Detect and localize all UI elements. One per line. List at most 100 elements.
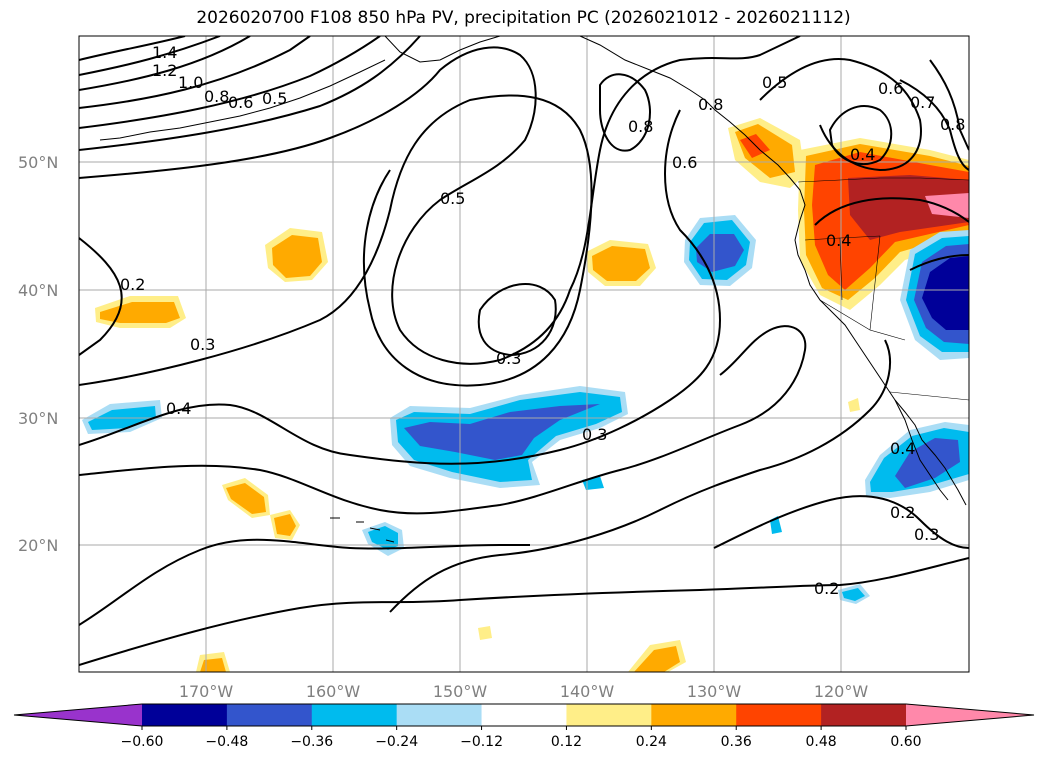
- us-canada-border: [797, 177, 969, 183]
- contour-label: 1.4: [152, 43, 177, 62]
- colorbar-segment: [651, 704, 737, 726]
- coastline: [99, 36, 969, 543]
- contour-label: 0.4: [166, 399, 191, 418]
- state-borders: [804, 235, 906, 341]
- pv-contour: [79, 557, 969, 666]
- contour-label: 0.5: [762, 73, 787, 92]
- precip-positive-shading: [95, 118, 969, 672]
- colorbar-label: −0.48: [205, 734, 248, 750]
- longitude-labels: 170°W 160°W 150°W 140°W 130°W 120°W: [179, 682, 869, 701]
- precip-patch: [848, 398, 860, 412]
- colorbar-segment: [226, 704, 313, 726]
- pv-contour: [389, 339, 891, 613]
- contour-label: 0.5: [262, 89, 287, 108]
- contour-label: 0.3: [496, 349, 521, 368]
- contour-label: 0.8: [204, 87, 229, 106]
- map-plot-area: 1.4 1.2 1.0 0.8 0.6 0.5 0.8 0.6 0.8 0.5 …: [79, 36, 969, 672]
- contour-labels: 1.4 1.2 1.0 0.8 0.6 0.5 0.8 0.6 0.8 0.5 …: [120, 43, 965, 598]
- precip-patch: [478, 626, 492, 640]
- lon-label: 160°W: [306, 682, 361, 701]
- contour-label: 0.4: [850, 145, 875, 164]
- contour-label: 0.4: [826, 231, 851, 250]
- map-title: 2026020700 F108 850 hPa PV, precipitatio…: [196, 8, 851, 28]
- contour-label: 0.3: [190, 335, 215, 354]
- precip-patch: [368, 526, 398, 550]
- pv-contour: [79, 36, 421, 151]
- contour-label: 0.8: [698, 95, 723, 114]
- precip-patch: [226, 483, 266, 514]
- colorbar-segment: [311, 704, 398, 726]
- colorbar-label: 0.36: [721, 734, 752, 750]
- pv-contour: [929, 59, 969, 151]
- lon-label: 130°W: [687, 682, 742, 701]
- contour-label: 0.3: [582, 425, 607, 444]
- pv-contour: [79, 237, 123, 356]
- colorbar-segment: [736, 704, 822, 726]
- colorbar-label: −0.36: [290, 734, 333, 750]
- contour-label: 0.2: [120, 275, 145, 294]
- pv-contour: [899, 79, 969, 171]
- pv-contour: [599, 73, 651, 152]
- pv-contour: [79, 36, 381, 129]
- contour-label: 0.6: [228, 93, 253, 112]
- pv-contour: [713, 495, 969, 549]
- precip-patch: [925, 193, 969, 218]
- colorbar-label: 0.24: [636, 734, 667, 750]
- aleutian-islands: [99, 59, 386, 141]
- precip-patch: [922, 256, 969, 330]
- colorbar-label: 0.12: [551, 734, 582, 750]
- us-mexico-border: [889, 391, 969, 401]
- precip-negative-shading: [82, 215, 969, 604]
- pv-contour: [79, 109, 722, 465]
- colorbar-segment: [142, 704, 228, 726]
- colorbar-segment: [396, 704, 483, 726]
- contour-label: 0.4: [890, 439, 915, 458]
- colorbar-segment: [481, 704, 567, 726]
- lon-label: 140°W: [560, 682, 615, 701]
- pv-contour: [759, 58, 922, 172]
- pv-contour: [79, 538, 530, 626]
- alaska-coast: [384, 36, 501, 63]
- pv-contour: [909, 254, 969, 271]
- pv-contour: [79, 36, 186, 61]
- pv-contour: [79, 94, 593, 387]
- lon-label: 170°W: [179, 682, 234, 701]
- pv-contour: [477, 283, 557, 357]
- precip-patch: [842, 588, 865, 601]
- colorbar-label: −0.60: [121, 734, 164, 750]
- colorbar-extend-low: [14, 704, 142, 726]
- pv-contour: [79, 36, 311, 109]
- hawaiian-islands: [330, 517, 395, 543]
- contour-label: 0.7: [910, 93, 935, 112]
- lat-label: 50°N: [18, 153, 58, 172]
- precip-patch: [895, 438, 960, 488]
- lon-label: 150°W: [433, 682, 488, 701]
- pv-contour: [828, 105, 893, 165]
- pv-contour: [79, 325, 807, 515]
- lon-label: 120°W: [814, 682, 869, 701]
- precip-patch: [272, 235, 322, 278]
- pv-contour: [79, 36, 801, 365]
- precip-patch: [696, 234, 744, 272]
- contour-label: 1.2: [152, 61, 177, 80]
- contour-label: 0.6: [672, 153, 697, 172]
- contour-label: 0.3: [914, 525, 939, 544]
- colorbar-label: −0.12: [460, 734, 503, 750]
- contour-label: 0.2: [814, 579, 839, 598]
- colorbar: −0.60 −0.48 −0.36 −0.24 −0.12 0.12 0.24 0.36 0.4…: [13, 703, 1035, 750]
- colorbar-segment: [821, 704, 907, 726]
- pv-contour: [814, 197, 969, 226]
- latitude-labels: 50°N 40°N 30°N 20°N: [18, 153, 58, 555]
- precip-patch: [848, 175, 969, 240]
- colorbar-label: 0.60: [890, 734, 921, 750]
- precip-patch: [274, 514, 296, 536]
- baja-coast: [894, 399, 949, 501]
- contour-label: 0.5: [440, 189, 465, 208]
- lat-label: 30°N: [18, 409, 58, 428]
- contour-label: 0.6: [878, 79, 903, 98]
- contour-label: 0.8: [628, 117, 653, 136]
- precip-patch: [634, 646, 680, 672]
- map-frame: [78, 35, 970, 673]
- contour-label: 0.8: [940, 115, 965, 134]
